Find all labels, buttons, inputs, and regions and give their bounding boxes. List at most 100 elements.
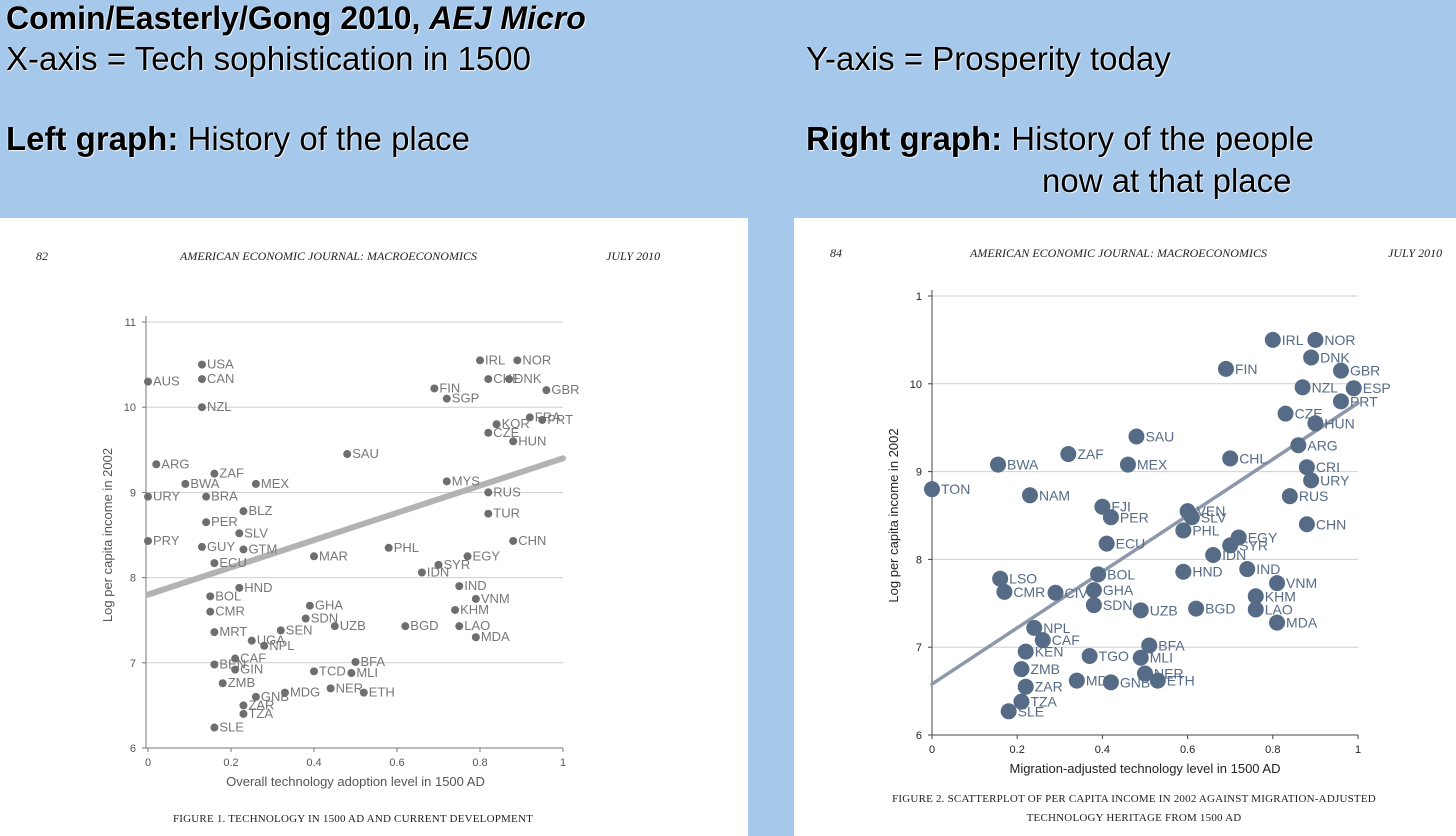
data-point (144, 536, 152, 545)
point-label: GNB (1120, 674, 1150, 690)
data-point (471, 633, 480, 642)
data-point (206, 607, 215, 616)
data-point (239, 545, 248, 554)
point-label: CAF (1052, 632, 1080, 648)
point-label: GHA (1103, 582, 1134, 598)
data-point (276, 626, 285, 635)
data-point (924, 481, 940, 498)
y-axis-label: Log per capita income in 2002 (886, 428, 901, 602)
point-label: HND (1192, 564, 1222, 580)
data-point (197, 360, 206, 369)
point-label: FIN (1235, 361, 1258, 377)
data-point (1298, 516, 1315, 533)
point-label: SAU (1145, 428, 1174, 444)
point-label: RUS (1299, 488, 1329, 504)
data-point (206, 592, 215, 601)
data-point (513, 356, 522, 365)
point-label: IND (464, 578, 486, 593)
data-point (1247, 588, 1264, 605)
point-label: PER (1120, 509, 1149, 525)
point-label: LAO (1265, 601, 1293, 617)
point-label: GBR (551, 382, 579, 397)
data-point (210, 469, 219, 478)
point-label: NAM (1039, 487, 1070, 503)
point-label: SAU (352, 446, 379, 461)
data-point (1026, 619, 1043, 636)
data-point (1013, 661, 1030, 678)
point-label: NER (336, 680, 363, 695)
point-label: MEX (1137, 457, 1168, 473)
data-point (1307, 331, 1324, 348)
point-label: BEN (219, 657, 246, 672)
data-point (1175, 563, 1192, 580)
point-label: CIV (1065, 585, 1089, 601)
data-point (1098, 535, 1115, 552)
title-journal: AEJ Micro (429, 0, 586, 36)
x-tick-label: 0.2 (1010, 744, 1025, 756)
data-point (144, 492, 152, 501)
point-label: IND (1256, 561, 1280, 577)
point-label: MDG (290, 685, 320, 700)
regression-line (930, 401, 1360, 686)
right-figure-caption-line1: FIGURE 2. SCATTERPLOT OF PER CAPITA INCO… (892, 793, 1376, 805)
left-figure-caption: FIGURE 1. TECHNOLOGY IN 1500 AD AND CURR… (172, 813, 534, 825)
point-label: VNM (1286, 575, 1317, 591)
point-label: SYR (1239, 537, 1268, 553)
point-label: MDA (481, 629, 510, 644)
point-label: IDN (427, 564, 449, 579)
data-point (455, 582, 464, 591)
point-label: GNB (261, 689, 289, 704)
point-label: URY (1320, 472, 1350, 488)
y-tick-label: 10 (124, 402, 136, 414)
left-date: JULY 2010 (606, 249, 661, 263)
point-label: FJI (1111, 499, 1130, 515)
right-page-number: 84 (830, 246, 842, 260)
data-point (197, 542, 206, 551)
data-point (1303, 472, 1320, 489)
data-point (197, 375, 206, 384)
data-point (1132, 649, 1149, 666)
data-point (401, 622, 410, 631)
point-label: DNK (1320, 349, 1350, 365)
data-point (301, 614, 310, 623)
data-point (235, 583, 244, 592)
left-scatter-chart: 6 7 8 9 10 11 0 0.2 0.4 0.6 0.8 1 Overall technology… (100, 316, 580, 789)
data-point (384, 543, 393, 552)
point-label: BFA (1158, 637, 1185, 653)
data-point (996, 583, 1013, 600)
data-point (1294, 379, 1311, 396)
point-label: KHM (460, 602, 489, 617)
point-label: PER (211, 514, 238, 529)
data-point (992, 570, 1009, 587)
point-label: MYS (452, 473, 481, 488)
point-label: ARG (161, 456, 189, 471)
y-axis-label: Log per capita income in 2002 (100, 448, 115, 622)
data-point (1068, 672, 1085, 689)
data-point (251, 479, 260, 488)
left-page: 82 AMERICAN ECONOMIC JOURNAL: MACROECONO… (0, 218, 748, 836)
data-point (1222, 537, 1239, 554)
data-point (280, 688, 289, 697)
data-point (463, 552, 472, 561)
data-point (1047, 584, 1064, 601)
right-label-bold: Right graph: (806, 120, 1003, 157)
left-graph-label: Left graph: History of the place (6, 120, 470, 158)
data-point (1017, 678, 1034, 695)
point-label: MLI (356, 665, 378, 680)
point-label: LAO (464, 618, 490, 633)
y-tick-label: 8 (130, 573, 136, 585)
data-point (197, 403, 206, 412)
left-page-number: 82 (36, 249, 48, 263)
point-label: PRT (547, 412, 573, 427)
data-point (1307, 415, 1324, 432)
data-point (1277, 405, 1294, 422)
data-point (231, 665, 240, 674)
point-label: ARG (1307, 437, 1337, 453)
point-label: URY (153, 489, 181, 504)
point-label: EGY (473, 548, 501, 563)
data-point (1060, 446, 1077, 463)
point-label: CZE (493, 425, 519, 440)
right-label-rest: History of the people (1002, 120, 1314, 157)
data-point (484, 375, 493, 384)
data-point (310, 552, 318, 561)
